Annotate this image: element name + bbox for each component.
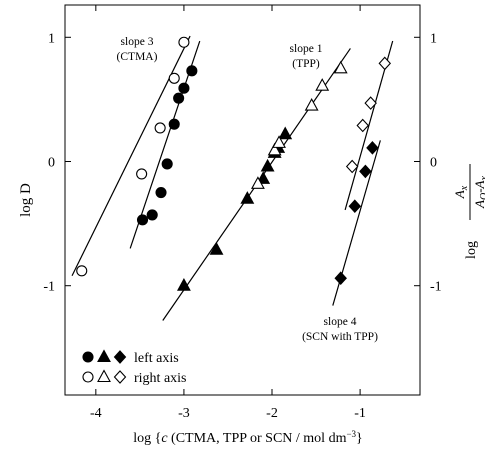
marker: [136, 214, 149, 226]
x-label-part: (CTMA, TPP or SCN / mol dm: [168, 431, 347, 446]
y2-label-part: A: [452, 190, 467, 199]
marker: [304, 97, 319, 111]
marker: [250, 176, 265, 189]
marker: [366, 141, 379, 155]
annotation: (SCN with TPP): [302, 331, 378, 343]
y-tick-label: -1: [43, 280, 55, 295]
y-axis-label: log D: [18, 183, 34, 217]
legend-marker: [82, 371, 94, 383]
legend-label: left axis: [134, 351, 179, 366]
marker: [168, 118, 180, 130]
annotation: slope 1: [290, 43, 323, 55]
annotation: (CTMA): [117, 51, 158, 63]
y2-label-part: x: [459, 185, 470, 191]
x-tick-label: -1: [354, 406, 366, 421]
marker: [378, 56, 392, 71]
marker: [333, 60, 348, 74]
y2-label-part: log: [464, 241, 479, 259]
legend-marker: [97, 369, 111, 383]
x-label-part: log {: [133, 431, 161, 446]
y2-label-part: AO-Ax: [472, 175, 485, 208]
annotation: (TPP): [292, 58, 320, 70]
marker: [155, 186, 167, 199]
legend-marker: [82, 351, 94, 363]
y2-tick-label: 1: [430, 31, 437, 46]
marker: [348, 199, 362, 214]
legend-label: right axis: [134, 371, 187, 386]
y2-label-part: Ax: [452, 185, 470, 199]
y-tick-label: 0: [48, 155, 55, 170]
marker: [173, 92, 185, 104]
marker: [186, 65, 198, 77]
marker: [136, 168, 148, 180]
marker: [209, 242, 224, 255]
x-label-part: −3: [346, 429, 356, 439]
legend-marker: [97, 349, 111, 363]
y2-label-part: -A: [472, 180, 485, 192]
marker: [168, 72, 180, 84]
x-label-part: }: [356, 431, 363, 446]
marker: [146, 209, 158, 221]
marker: [356, 118, 369, 133]
y2-label-part: A: [472, 200, 485, 209]
x-tick-label: -4: [90, 406, 102, 421]
plot-frame: [64, 4, 421, 396]
marker: [359, 164, 372, 179]
y2-tick-label: -1: [430, 280, 442, 295]
marker: [240, 191, 255, 204]
marker: [176, 278, 191, 291]
fit-line: [129, 40, 201, 249]
marker: [315, 78, 330, 91]
marker: [364, 96, 377, 110]
fit-line: [71, 35, 191, 277]
x-label-part: c: [161, 431, 168, 446]
marker: [154, 122, 166, 134]
legend-marker: [113, 350, 127, 364]
x-tick-label: -3: [178, 406, 190, 421]
annotation: slope 3: [121, 36, 154, 48]
marker: [76, 265, 88, 277]
marker: [161, 158, 173, 170]
y2-axis-label: log Ax AO-Ax: [452, 164, 485, 259]
marker: [278, 126, 293, 140]
annotation: slope 4: [324, 316, 357, 328]
marker: [267, 142, 282, 156]
marker: [178, 36, 190, 48]
y2-label-part: O: [479, 193, 485, 200]
marker: [260, 158, 275, 172]
x-tick-label: -2: [266, 406, 278, 421]
y2-label-part: x: [479, 175, 485, 181]
marker: [334, 271, 347, 286]
y2-tick-label: 0: [430, 155, 437, 170]
marker: [272, 135, 286, 148]
y-tick-label: 1: [48, 31, 55, 46]
marker: [178, 82, 190, 94]
marker: [345, 159, 359, 174]
legend-marker: [113, 370, 127, 384]
x-axis-label: log {c (CTMA, TPP or SCN / mol dm−3}: [133, 429, 363, 446]
